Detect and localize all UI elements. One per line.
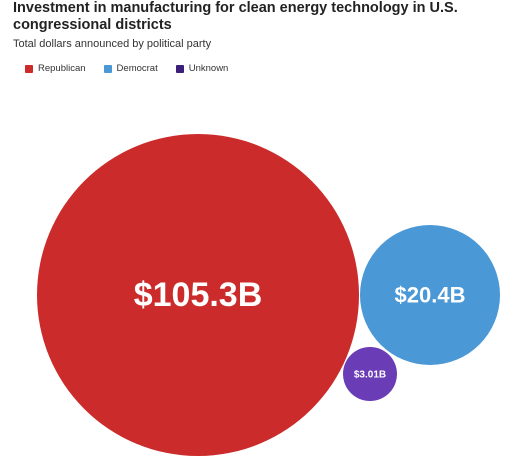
legend: Republican Democrat Unknown <box>25 63 246 74</box>
bubble-label-unknown: $3.01B <box>354 370 386 381</box>
bubble-label-republican: $105.3B <box>134 276 263 314</box>
bubble-unknown <box>343 347 397 401</box>
legend-label-republican: Republican <box>38 63 86 74</box>
bubble-democrat <box>360 225 500 365</box>
bubble-republican <box>37 134 359 456</box>
chart-title: Investment in manufacturing for clean en… <box>13 0 458 33</box>
chart-subtitle: Total dollars announced by political par… <box>13 38 212 50</box>
legend-item-unknown: Unknown <box>175 63 229 74</box>
legend-swatch-unknown <box>175 64 184 73</box>
legend-label-unknown: Unknown <box>188 63 229 74</box>
legend-swatch-republican <box>25 64 33 73</box>
legend-label-democrat: Democrat <box>116 63 158 74</box>
legend-item-republican: Republican <box>25 63 86 74</box>
bubble-republican-group: $105.3B <box>37 134 359 456</box>
bubble-democrat-group: $20.4B <box>360 225 500 365</box>
legend-swatch-democrat <box>103 64 112 73</box>
bubble-label-democrat: $20.4B <box>395 283 466 308</box>
bubble-unknown-group: $3.01B <box>343 347 397 401</box>
legend-item-democrat: Democrat <box>103 63 158 74</box>
